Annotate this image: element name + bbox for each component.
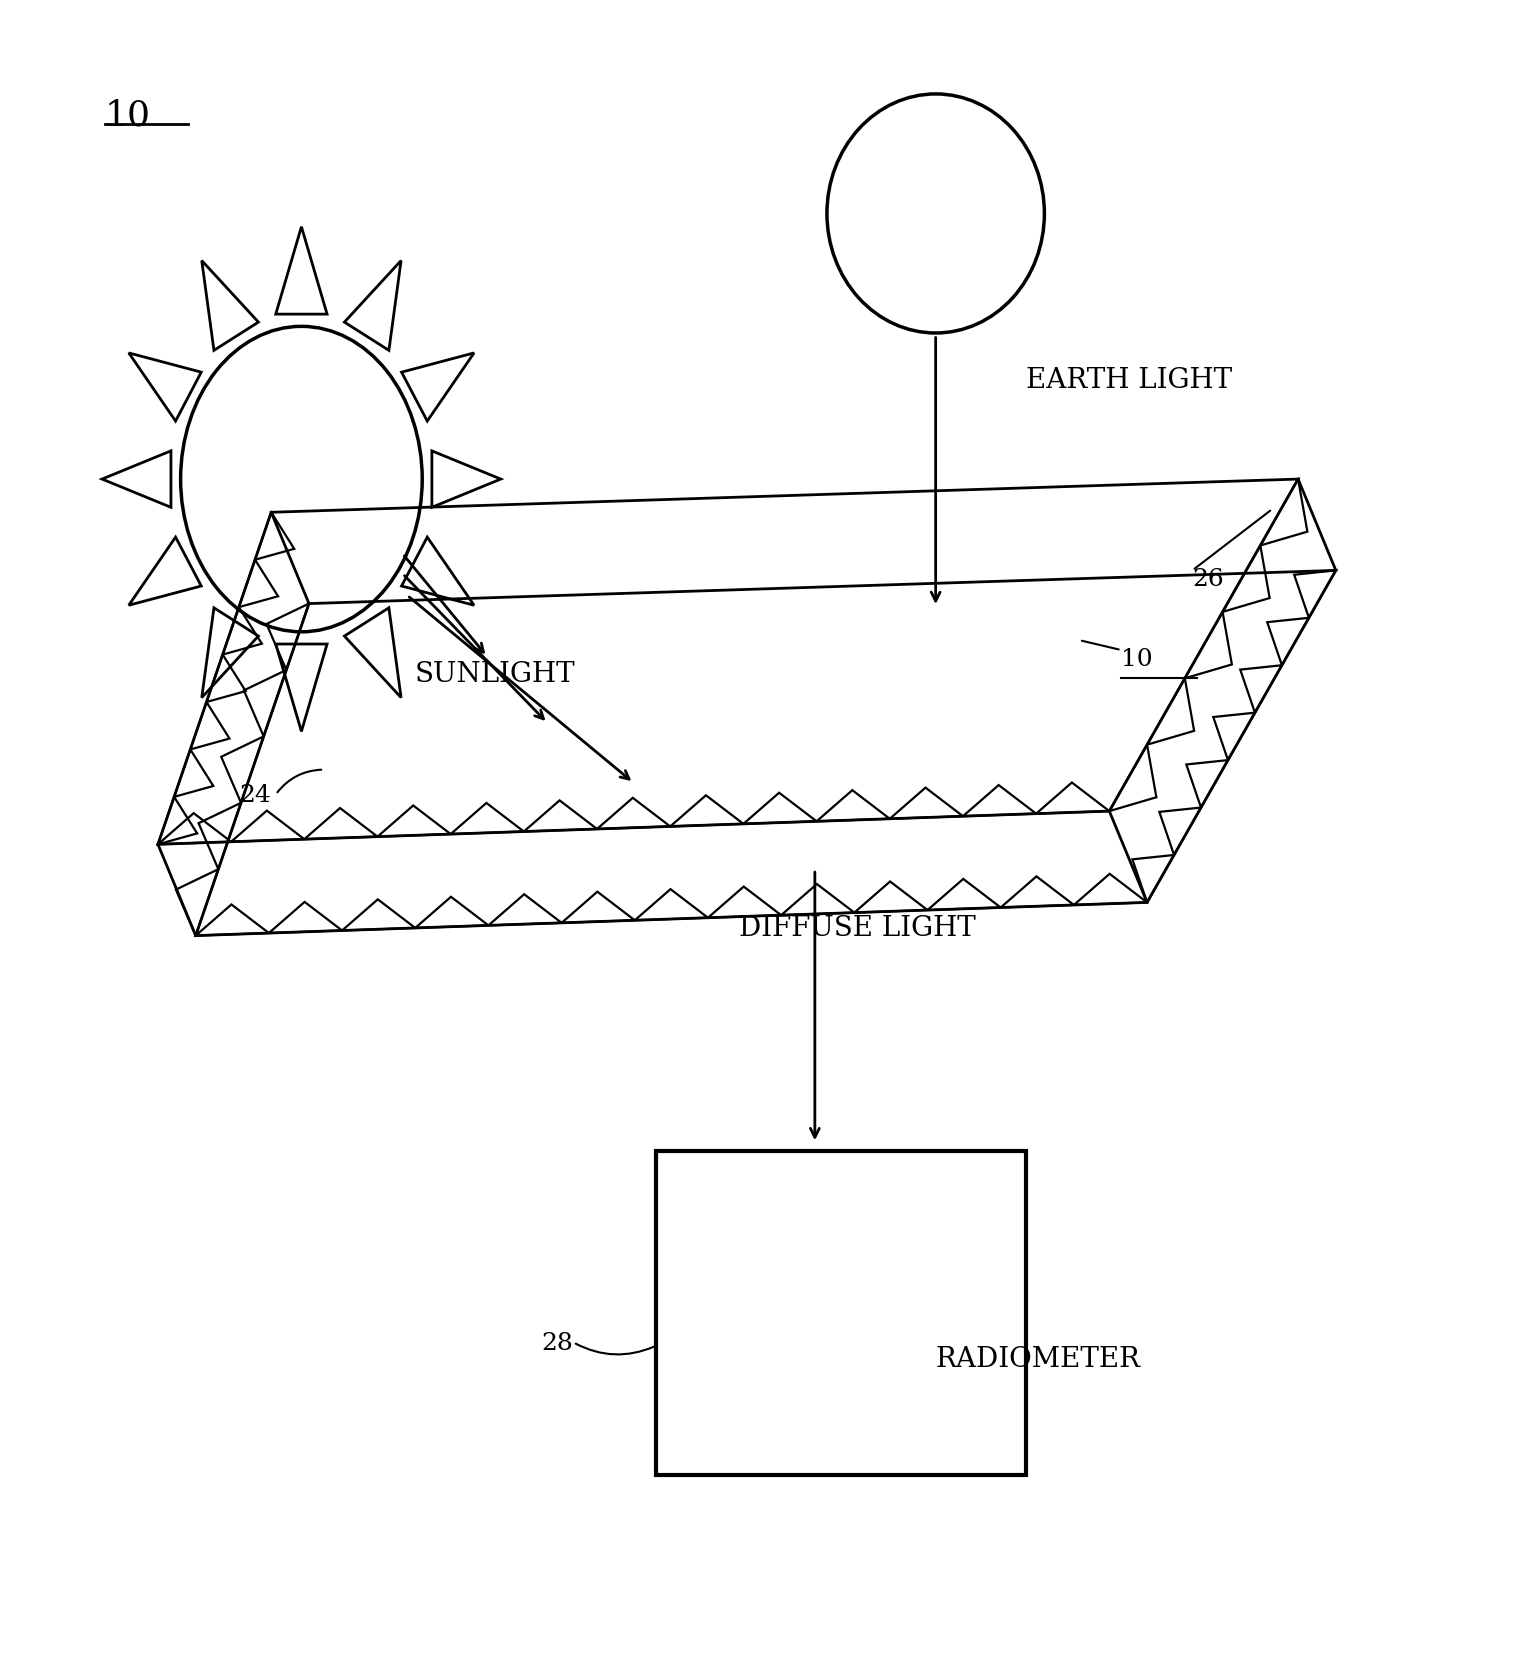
Text: 10: 10 (105, 99, 151, 132)
Bar (657, 1151, 1026, 1476)
Text: DIFFUSE LIGHT: DIFFUSE LIGHT (739, 913, 975, 942)
Text: 24: 24 (239, 783, 271, 806)
Text: 10: 10 (1122, 647, 1154, 671)
Text: EARTH LIGHT: EARTH LIGHT (1026, 366, 1233, 393)
Text: 26: 26 (1192, 567, 1224, 591)
Text: 28: 28 (541, 1332, 573, 1353)
Text: SUNLIGHT: SUNLIGHT (415, 661, 575, 688)
Text: RADIOMETER: RADIOMETER (936, 1345, 1140, 1372)
